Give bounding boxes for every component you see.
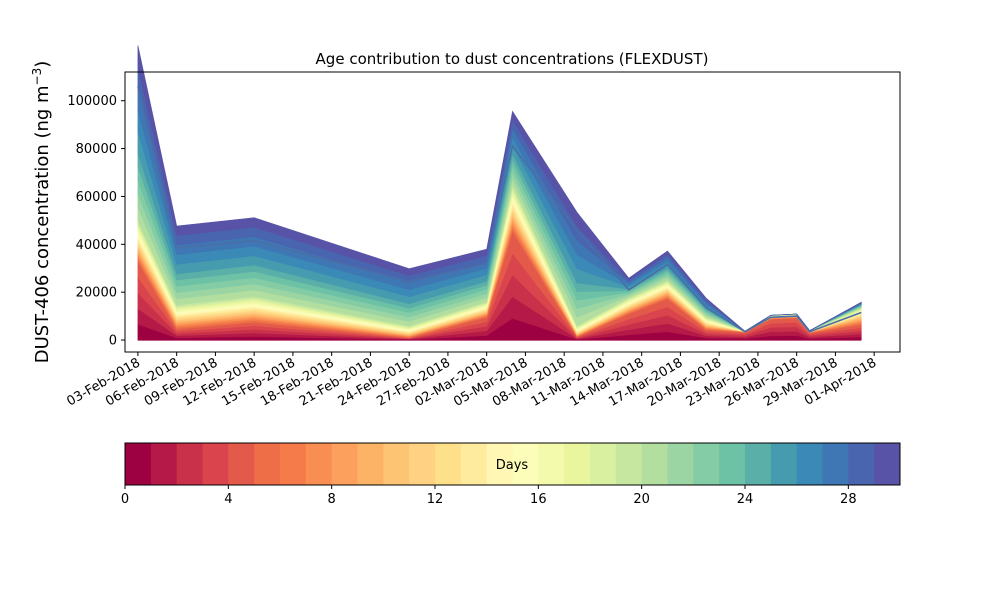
colorbar-segment-9 [357,443,384,485]
colorbar-label: Days [496,458,529,473]
colorbar-segment-14 [486,443,513,485]
y-tick-label: 0 [109,334,117,349]
colorbar-segment-21 [667,443,694,485]
colorbar-segment-7 [305,443,333,485]
colorbar-tick-label: 28 [840,492,857,507]
colorbar-segment-20 [641,443,668,485]
colorbar-segment-15 [512,443,539,485]
colorbar-segment-8 [331,443,358,485]
y-axis-label-text: DUST-406 concentration (ng m [32,85,53,363]
y-axis-label-close: ) [32,61,53,68]
colorbar-segment-10 [383,443,410,485]
colorbar-segment-17 [564,443,591,485]
colorbar-segment-5 [254,443,281,485]
y-tick-label: 20000 [76,286,117,301]
colorbar-segment-1 [150,443,178,485]
colorbar-segment-12 [435,443,462,485]
colorbar-segment-16 [538,443,565,485]
colorbar-segment-25 [770,443,798,485]
colorbar-tick-label: 16 [530,492,547,507]
colorbar-tick-label: 24 [737,492,754,507]
colorbar-segment-28 [848,443,875,485]
total-concentration-line [137,86,862,333]
plot-area [137,45,862,341]
y-axis-label-exponent: −3 [30,68,44,86]
colorbar-segment-29 [874,443,901,485]
colorbar-segment-24 [745,443,772,485]
area-band-day-29 [137,45,862,332]
colorbar-segment-3 [202,443,229,485]
y-axis-label: DUST-406 concentration (ng m−3) [30,61,53,364]
colorbar-segment-26 [796,443,823,485]
colorbar-segment-0 [125,443,152,485]
colorbar-frame [124,442,901,486]
colorbar-segment-19 [615,443,643,485]
y-tick-label: 100000 [67,94,117,109]
colorbar-segment-6 [280,443,307,485]
colorbar-tick-label: 8 [328,492,336,507]
colorbar-tick-label: 12 [427,492,444,507]
colorbar: 0 4 8 12 16 20 24 28 [121,442,901,507]
colorbar-tick-label: 0 [121,492,129,507]
colorbar-segment-13 [460,443,488,485]
y-tick-label: 80000 [76,142,117,157]
colorbar-segment-22 [693,443,720,485]
colorbar-segment-27 [822,443,849,485]
plot-frame [124,71,901,353]
colorbar-segment-2 [176,443,203,485]
y-tick-label: 60000 [76,190,117,205]
colorbar-segment-23 [719,443,746,485]
colorbar-tick-label: 4 [224,492,232,507]
chart-title: Age contribution to dust concentrations … [316,50,709,68]
colorbar-segment-18 [590,443,617,485]
y-tick-label: 40000 [76,238,117,253]
colorbar-segment-4 [228,443,255,485]
colorbar-tick-label: 20 [633,492,650,507]
colorbar-segment-11 [409,443,436,485]
